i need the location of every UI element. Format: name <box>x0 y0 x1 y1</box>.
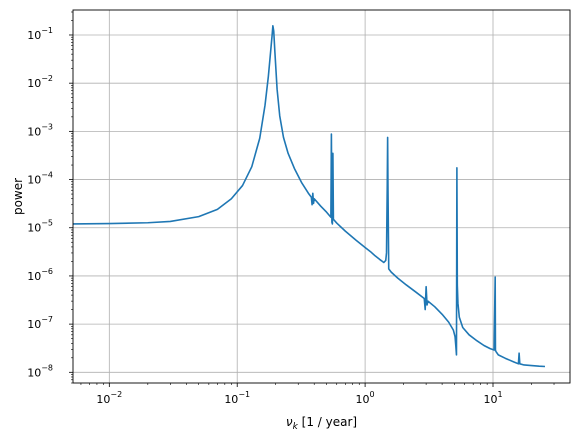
x-axis-label-sub: k <box>293 422 299 432</box>
x-tick-label: 10−1 <box>224 390 250 406</box>
y-tick-label: 10−1 <box>27 26 53 42</box>
y-tick-label: 10−8 <box>27 363 53 379</box>
axis-ticks: 10−2 10−1 100 101 10−8 10−7 10−6 10−5 10−4 10−3 10… <box>27 11 555 406</box>
plot-frame <box>72 9 571 384</box>
y-tick-label: 10−4 <box>27 171 53 187</box>
y-axis-label: power <box>11 178 25 215</box>
x-tick-label: 10−2 <box>96 390 122 406</box>
y-tick-label: 10−2 <box>27 74 53 90</box>
series-line <box>72 25 546 368</box>
series-group <box>72 25 546 368</box>
x-tick-label: 101 <box>483 390 502 406</box>
y-tick-label: 10−6 <box>27 267 53 283</box>
x-axis-label: νk [1 / year] <box>286 415 357 432</box>
x-axis-label-rest: [1 / year] <box>298 415 357 429</box>
y-tick-label: 10−7 <box>27 315 53 331</box>
x-axis-label-main: ν <box>286 415 293 429</box>
y-tick-label: 10−5 <box>27 219 53 235</box>
x-tick-label: 100 <box>356 390 375 406</box>
grid-lines <box>73 10 570 383</box>
y-tick-label: 10−3 <box>27 122 53 138</box>
